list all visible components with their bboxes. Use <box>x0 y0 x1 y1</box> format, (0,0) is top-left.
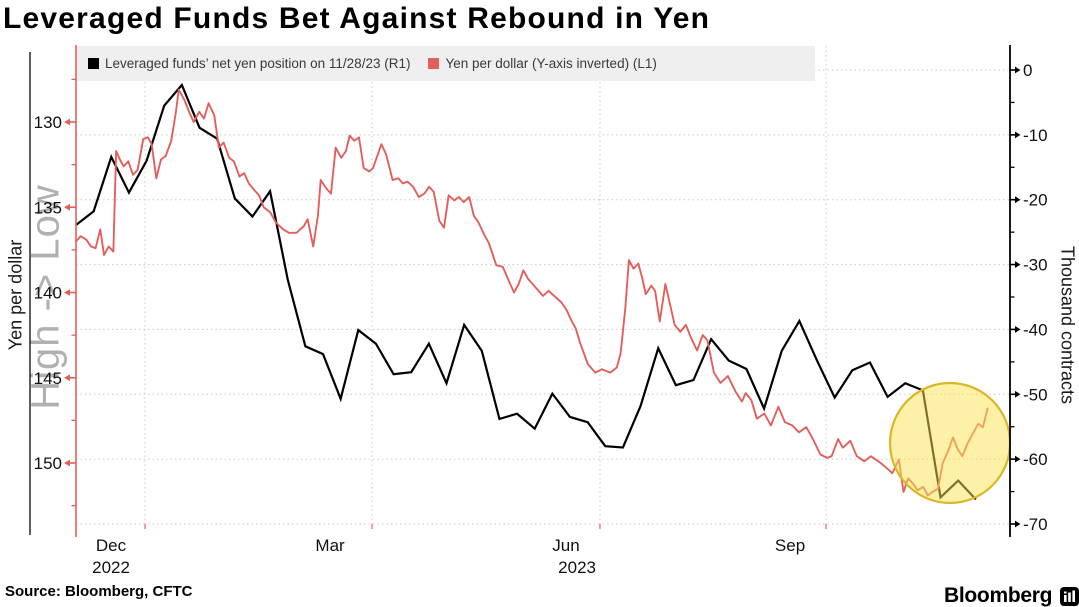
legend-item: Leveraged funds’ net yen position on 11/… <box>88 56 410 71</box>
right-axis-tick-label: -70 <box>1023 515 1048 534</box>
series-line-yen-per-dollar <box>75 88 989 497</box>
right-axis-tick-arrow <box>1015 196 1021 204</box>
left-axis-tick-label: 150 <box>34 454 62 473</box>
right-axis-title: Thousand contracts <box>1057 245 1078 405</box>
left-axis-tick-label: 140 <box>34 284 62 303</box>
x-axis-month-label: Dec <box>96 536 127 555</box>
left-axis-tick-arrow <box>64 203 70 211</box>
right-axis-tick-arrow <box>1015 455 1021 463</box>
legend-item-label: Leveraged funds’ net yen position on 11/… <box>105 56 411 71</box>
bloomberg-wordmark: Bloomberg <box>944 584 1053 607</box>
black-series-swatch-icon <box>88 58 99 69</box>
right-axis-tick-label: -60 <box>1023 450 1048 469</box>
page-title: Leveraged Funds Bet Against Rebound in Y… <box>3 2 711 35</box>
right-axis-tick-label: -20 <box>1023 191 1048 210</box>
left-axis-tick-arrow <box>64 118 70 126</box>
x-axis-month-label: Mar <box>315 536 345 555</box>
left-axis-tick-arrow <box>64 459 70 467</box>
right-axis-tick-arrow <box>1015 390 1021 398</box>
source-text: Source: Bloomberg, CFTC <box>5 583 193 600</box>
legend: Leveraged funds’ net yen position on 11/… <box>77 46 815 81</box>
left-axis-tick-label: 135 <box>34 198 62 217</box>
bloomberg-logo-icon <box>1060 586 1079 606</box>
right-axis-tick-arrow <box>1015 261 1021 268</box>
x-axis-month-label: Sep <box>775 536 805 555</box>
x-axis-year-label: 2022 <box>92 558 130 577</box>
left-axis-tick-arrow <box>64 289 70 296</box>
right-axis-tick-arrow <box>1015 131 1021 139</box>
right-axis-tick-label: 0 <box>1023 61 1032 80</box>
right-axis-tick-label: -50 <box>1023 385 1048 404</box>
bloomberg-brand: Bloomberg <box>944 584 1079 607</box>
x-axis-month-label: Jun <box>552 536 579 555</box>
right-axis-tick-arrow <box>1015 66 1021 74</box>
right-axis-tick-label: -40 <box>1023 320 1048 339</box>
right-axis-tick-label: -30 <box>1023 256 1048 275</box>
legend-item-label: Yen per dollar (Y-axis inverted) (L1) <box>445 56 657 71</box>
left-axis-tick-arrow <box>64 374 70 382</box>
left-axis-tick-label: 145 <box>34 369 62 388</box>
left-axis-title: Yen per dollar <box>5 239 26 351</box>
legend-item: Yen per dollar (Y-axis inverted) (L1) <box>428 56 657 71</box>
left-axis-tick-label: 130 <box>34 113 62 132</box>
right-axis-tick-arrow <box>1015 326 1021 333</box>
red-series-swatch-icon <box>428 58 440 69</box>
right-axis-tick-label: -10 <box>1023 126 1048 145</box>
right-axis-tick-arrow <box>1015 520 1021 528</box>
series-line-net-yen-position <box>75 82 977 501</box>
x-axis-year-label: 2023 <box>558 558 596 577</box>
highlight-circle <box>888 381 1012 505</box>
